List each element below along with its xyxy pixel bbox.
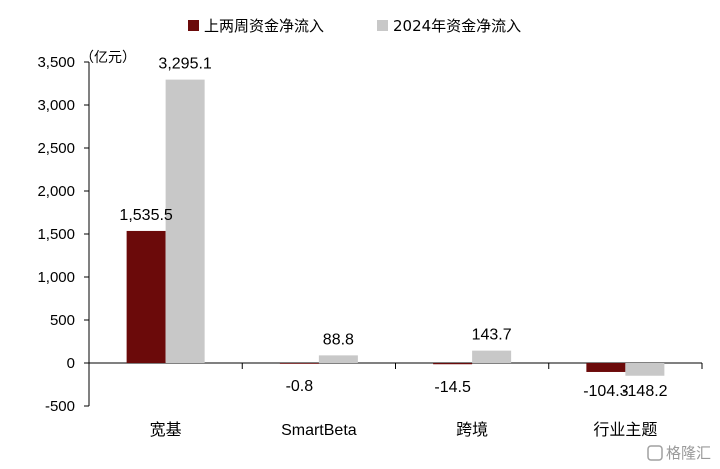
watermark: 格隆汇 (647, 444, 711, 462)
y-tick-label: 2,500 (37, 140, 75, 157)
data-label: 88.8 (323, 331, 354, 348)
bars (126, 79, 665, 376)
y-tick-label: -500 (45, 398, 75, 415)
data-label: -14.5 (434, 379, 471, 396)
y-tick-label: 500 (50, 312, 75, 329)
bar (126, 230, 166, 363)
data-label: 1,535.5 (119, 207, 172, 224)
category-label: 跨境 (456, 420, 488, 439)
data-label: 3,295.1 (158, 56, 211, 73)
y-tick-label: 1,500 (37, 226, 75, 243)
y-tick-label: 2,000 (37, 183, 75, 200)
y-tick-label: 1,000 (37, 269, 75, 286)
bar (472, 350, 512, 363)
legend-swatch (377, 20, 388, 31)
y-tick-label: 3,000 (37, 97, 75, 114)
bar (279, 363, 319, 364)
gelonghui-logo-icon (647, 445, 663, 461)
legend-label: 2024年资金净流入 (393, 17, 521, 35)
y-axis: -500 0 500 1,000 1,500 2,000 2,500 3,000 3,500 (37, 54, 90, 415)
data-labels: 1,535.5 -0.8 -14.5 -104.3 3,295.1 88.8 143.7 -1… (119, 56, 667, 400)
data-label: 143.7 (472, 327, 512, 344)
y-tick-label: 0 (67, 355, 75, 372)
category-label: 宽基 (150, 421, 182, 439)
legend-label: 上两周资金净流入 (204, 17, 324, 35)
y-axis-unit-label: （亿元） (80, 49, 136, 65)
legend-swatch (188, 20, 199, 31)
bar (586, 363, 626, 372)
bar (625, 363, 665, 376)
legend: 上两周资金净流入 2024年资金净流入 (188, 17, 521, 35)
data-label: -0.8 (286, 378, 314, 395)
bar (165, 79, 205, 363)
category-label: SmartBeta (281, 422, 357, 439)
bar (433, 363, 473, 365)
data-label: -148.2 (622, 383, 667, 400)
category-label: 行业主题 (593, 421, 657, 439)
bar (318, 355, 358, 363)
watermark-text: 格隆汇 (666, 444, 711, 462)
data-label: -104.3 (583, 383, 628, 400)
y-tick-label: 3,500 (37, 54, 75, 71)
category-labels: 宽基 SmartBeta 跨境 行业主题 (150, 420, 658, 439)
